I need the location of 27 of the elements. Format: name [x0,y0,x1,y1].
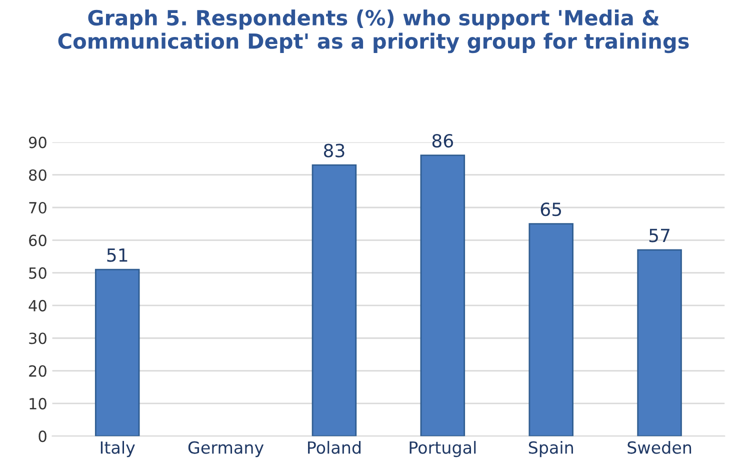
y-tick-label: 0 [38,430,46,442]
data-label: 51 [107,248,128,262]
y-tick-label: 40 [28,300,46,312]
y-tick-label: 90 [28,136,46,148]
chart-title: Graph 5. Respondents (%) who support 'Media & Communication Dept' as a priority group for trainings [58,9,689,54]
data-label: 83 [324,144,344,158]
data-label: 65 [540,202,562,216]
x-tick-label: Sweden [628,440,692,454]
bar [528,223,574,436]
x-tick-label: Poland [308,440,361,454]
bar [94,268,140,436]
bar [420,154,466,436]
data-label: 57 [649,228,670,242]
x-tick-label: Portugal [410,440,476,458]
x-tick-label: Spain [528,440,573,458]
bar [312,164,357,436]
y-tick-label: 10 [30,398,46,410]
y-tick-label: 60 [29,234,46,246]
y-tick-label: 20 [29,365,46,377]
data-label: 86 [432,134,454,148]
y-tick-label: 30 [29,332,46,344]
y-tick-label: 70 [29,202,46,214]
x-tick-label: Germany [188,441,264,458]
bar [637,249,682,436]
y-tick-label: 80 [29,169,46,181]
y-tick-label: 50 [29,267,46,279]
x-tick-label: Italy [100,440,135,458]
